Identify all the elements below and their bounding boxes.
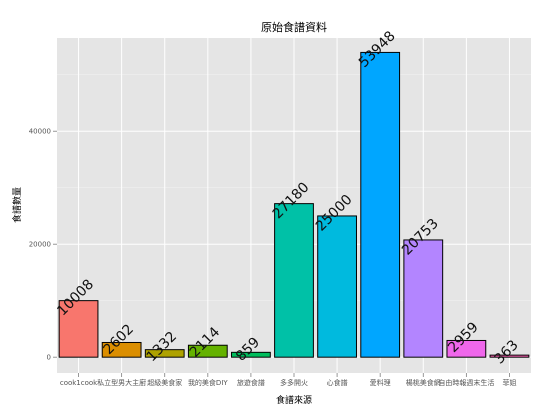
x-tick-label: 我的美食DIY bbox=[188, 378, 228, 387]
x-tick-label: 私立型男大主廚 bbox=[97, 378, 146, 387]
x-tick-label: 多多開火 bbox=[280, 378, 308, 387]
x-tick-label: cook1cook bbox=[60, 379, 98, 387]
x-tick-label: 心食譜 bbox=[327, 378, 348, 387]
y-tick-label: 0 bbox=[47, 354, 51, 362]
x-axis: cook1cook 私立型男大主廚 超級美食家 我的美食DIY 旅遊食譜 多多開火 心食譜 愛… bbox=[60, 373, 516, 387]
x-axis-title: 食譜來源 bbox=[276, 394, 312, 406]
bar bbox=[446, 339, 487, 358]
x-tick-label: 愛料理 bbox=[370, 378, 391, 387]
x-tick-label: 旅遊食譜 bbox=[237, 378, 265, 387]
y-tick-label: 40000 bbox=[29, 128, 51, 136]
bar bbox=[360, 51, 401, 358]
bar bbox=[403, 239, 444, 358]
x-tick-label: 超級美食家 bbox=[147, 378, 182, 387]
y-tick-label: 20000 bbox=[29, 241, 51, 249]
bar bbox=[231, 351, 271, 358]
x-tick-label: 自由時報週末生活 bbox=[438, 378, 494, 387]
bar bbox=[144, 349, 185, 358]
bar bbox=[274, 203, 314, 358]
bar bbox=[489, 354, 530, 358]
x-tick-label: 菲姐 bbox=[502, 378, 516, 387]
y-axis-title: 食譜數量 bbox=[11, 187, 23, 223]
chart-title: 原始食譜資料 bbox=[261, 20, 327, 34]
bar bbox=[101, 341, 142, 358]
bar bbox=[187, 344, 228, 358]
bar bbox=[317, 215, 357, 358]
bars bbox=[58, 51, 530, 358]
y-axis: 0 20000 40000 bbox=[29, 128, 57, 362]
bar bbox=[58, 300, 99, 358]
x-tick-label: 楊桃美食網 bbox=[406, 378, 441, 387]
